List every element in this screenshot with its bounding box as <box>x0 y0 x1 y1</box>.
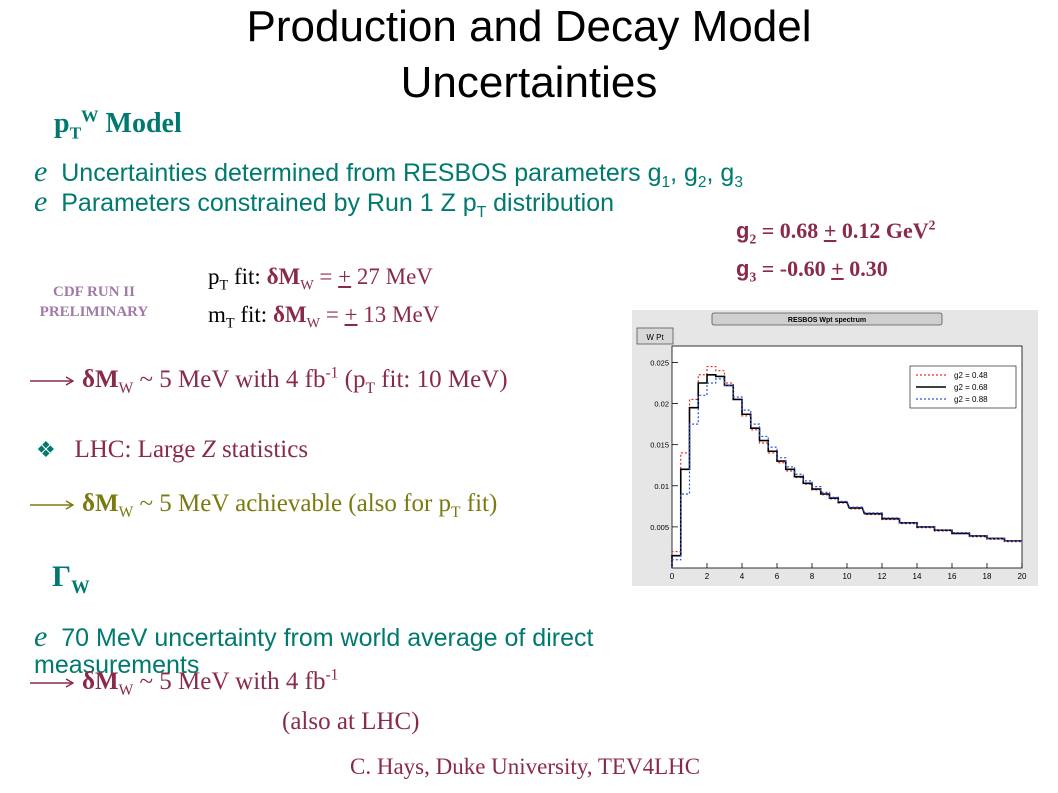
bullet-e-icon: e <box>34 185 48 218</box>
resbos-wpt-chart: RESBOS Wpt spectrum W Pt 0 2 4 6 8 10 12 14 16 18… <box>632 310 1038 586</box>
arrow-line-4fb: δMW ~ 5 MeV with 4 fb-1 (pT fit: 10 MeV) <box>30 365 508 396</box>
chart-title: RESBOS Wpt spectrum <box>788 317 866 324</box>
legend-label: g2 = 0.68 <box>954 383 988 392</box>
chart-box-label: W Pt <box>646 333 664 342</box>
footer-credit: C. Hays, Duke University, TEV4LHC <box>350 754 701 779</box>
legend-label: g2 = 0.88 <box>954 395 988 404</box>
bullet-e-icon: e <box>34 620 48 653</box>
x-tick-label: 2 <box>705 572 710 581</box>
g3-value: g3 = -0.60 + 0.30 <box>736 256 888 285</box>
series-line-3 <box>671 378 1022 568</box>
bullet-resbos: e Uncertainties determined from RESBOS p… <box>34 155 743 191</box>
x-tick-label: 12 <box>878 572 887 581</box>
x-tick-label: 6 <box>775 572 780 581</box>
chart-title-box <box>711 312 943 326</box>
slide-title-line2: Uncertainties <box>400 58 658 107</box>
y-tick-label: 0.02 <box>654 400 669 409</box>
cdf-preliminary-label: CDF RUN II PRELIMINARY <box>39 284 149 320</box>
chart-legend: g2 = 0.48 g2 = 0.68 g2 = 0.88 <box>909 365 1017 409</box>
gamma-w-heading: ΓW <box>52 560 90 598</box>
lhc-line: ❖ LHC: Large Z statistics <box>36 436 309 463</box>
x-tick-label: 16 <box>948 572 957 581</box>
arrow-line-gamma: δMW ~ 5 MeV with 4 fb-1 <box>30 667 338 698</box>
x-tick-label: 8 <box>810 572 815 581</box>
arrow-right-icon <box>30 500 74 510</box>
x-tick-label: 18 <box>983 572 992 581</box>
x-tick-label: 10 <box>843 572 852 581</box>
diamond-bullet-icon: ❖ <box>36 437 56 462</box>
chart-box-label-frame <box>636 327 674 345</box>
bullet-70mev-line2: measurements <box>34 651 200 679</box>
chart-svg: RESBOS Wpt spectrum W Pt 0 2 4 6 8 10 12 14 16 18… <box>632 310 1038 586</box>
bullet-e-icon: e <box>34 155 48 188</box>
bullet-run1: e Parameters constrained by Run 1 Z pT d… <box>34 185 615 221</box>
x-tick-label: 14 <box>913 572 922 581</box>
pt-fit-line: pT fit: δMW = + 27 MeV <box>208 264 433 294</box>
bullet-70mev: e 70 MeV uncertainty from world average … <box>34 620 594 653</box>
ptw-model-heading: pTW Model <box>54 106 182 143</box>
legend-label: g2 = 0.48 <box>954 371 988 380</box>
y-tick-label: 0.01 <box>654 482 669 491</box>
arrow-right-icon <box>30 678 74 688</box>
y-tick-label: 0.015 <box>650 441 669 450</box>
arrow-right-icon <box>30 376 74 386</box>
x-tick-label: 20 <box>1018 572 1027 581</box>
slide-title-line1: Production and Decay Model <box>246 2 812 51</box>
y-tick-label: 0.025 <box>650 358 669 367</box>
mt-fit-line: mT fit: δMW = + 13 MeV <box>208 302 440 332</box>
g2-value: g2 = 0.68 + 0.12 GeV2 <box>736 217 936 247</box>
x-tick-label: 4 <box>740 572 745 581</box>
y-tick-label: 0.005 <box>650 523 669 532</box>
also-lhc-note: (also at LHC) <box>282 708 420 735</box>
x-tick-label: 0 <box>670 572 675 581</box>
arrow-line-achievable: δMW ~ 5 MeV achievable (also for pT fit) <box>30 490 497 520</box>
